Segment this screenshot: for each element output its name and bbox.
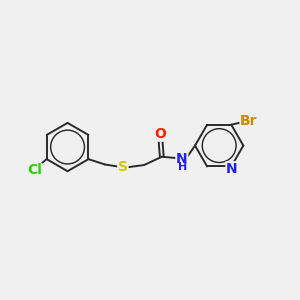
Text: Br: Br (240, 114, 258, 128)
Text: O: O (154, 127, 166, 141)
Text: S: S (118, 160, 128, 174)
Text: N: N (226, 162, 238, 176)
Text: N: N (176, 152, 188, 166)
Text: H: H (178, 162, 187, 172)
Text: Cl: Cl (27, 163, 42, 177)
